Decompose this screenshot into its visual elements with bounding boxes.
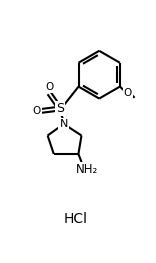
Text: O: O <box>33 106 41 116</box>
Text: O: O <box>45 82 53 92</box>
Text: N: N <box>60 119 68 129</box>
Text: O: O <box>124 88 132 98</box>
Text: HCl: HCl <box>64 212 88 226</box>
Text: NH₂: NH₂ <box>76 163 98 176</box>
Text: S: S <box>56 102 64 115</box>
